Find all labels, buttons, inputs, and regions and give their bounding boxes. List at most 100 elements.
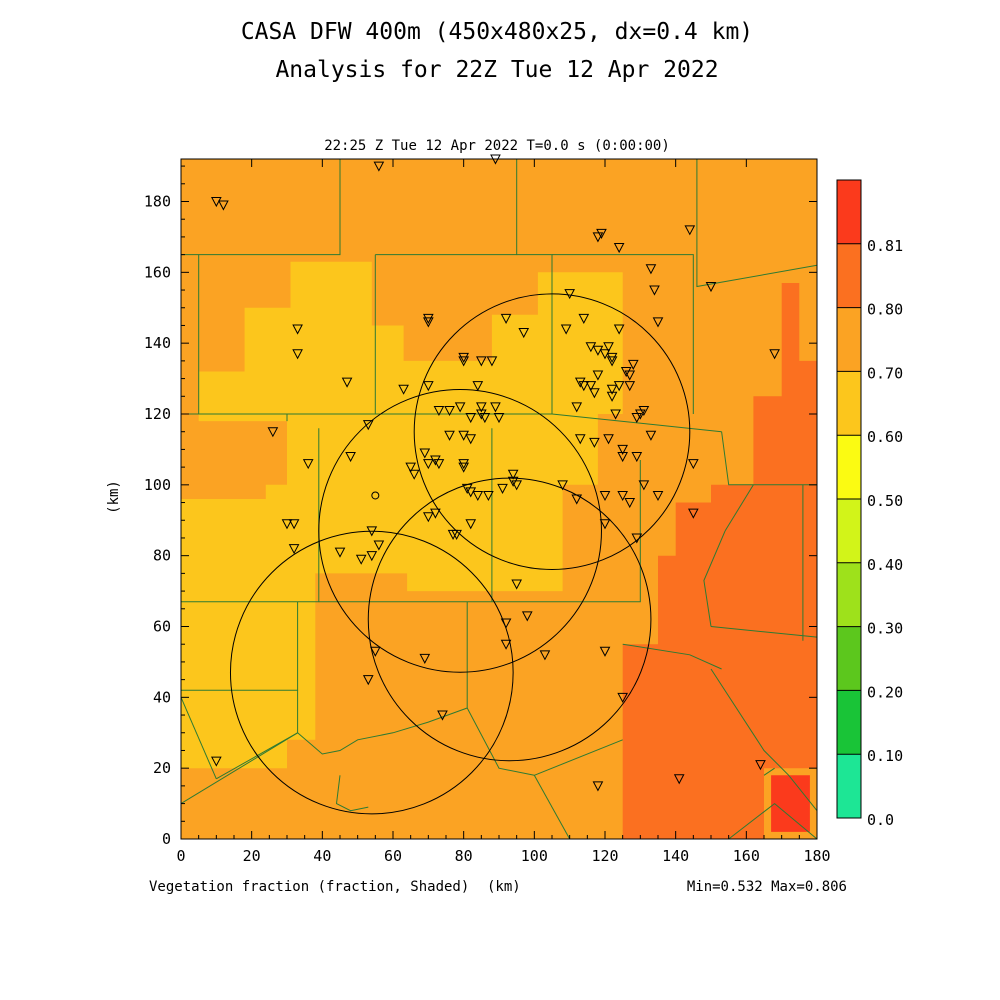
station-marker (472, 381, 484, 392)
station-marker (645, 264, 657, 275)
colorbar-label: 0.20 (867, 683, 903, 701)
y-tick-label: 140 (144, 334, 171, 352)
station-marker (635, 409, 646, 420)
chart-subtitle: Analysis for 22Z Tue 12 Apr 2022 (275, 57, 718, 83)
station-marker (755, 760, 766, 771)
station-marker (423, 313, 434, 324)
station-marker (624, 498, 636, 509)
y-tick-label: 180 (144, 193, 171, 211)
station-marker (649, 285, 660, 296)
station-marker (596, 228, 607, 239)
y-tick-label: 120 (144, 405, 171, 423)
station-marker (486, 356, 498, 367)
county-boundary-30 (335, 775, 369, 812)
station-marker (574, 434, 586, 445)
county-boundary-13 (318, 460, 641, 603)
station-marker (507, 476, 519, 487)
station-marker (688, 459, 699, 470)
station-marker (592, 781, 604, 792)
station-marker (366, 526, 378, 537)
colorbar-swatch (837, 690, 861, 755)
station-marker (539, 650, 551, 661)
station-marker (461, 483, 473, 494)
station-marker (458, 430, 469, 441)
station-marker (211, 197, 222, 208)
colorbar-label: 0.60 (867, 428, 903, 446)
station-marker (592, 232, 604, 243)
station-marker (624, 381, 636, 392)
station-marker (610, 409, 621, 420)
field-label: Vegetation fraction (fraction, Shaded) (149, 879, 469, 895)
station-marker (599, 490, 611, 502)
county-boundary-19 (297, 707, 468, 755)
station-marker (430, 508, 441, 519)
station-marker (585, 381, 597, 392)
station-marker (267, 427, 279, 438)
station-marker (578, 381, 590, 392)
station-marker (511, 579, 522, 590)
station-marker (564, 289, 575, 300)
x-tick-label: 180 (803, 847, 830, 865)
station-marker (483, 490, 494, 502)
station-marker (444, 405, 455, 417)
county-boundary-23 (622, 643, 722, 670)
station-marker (454, 402, 466, 413)
station-marker (370, 646, 381, 657)
station-marker (479, 413, 491, 424)
station-marker (472, 490, 484, 502)
y-tick-label: 80 (153, 547, 171, 565)
station-marker (557, 480, 568, 491)
station-marker (419, 448, 431, 459)
x-tick-label: 140 (662, 847, 689, 865)
station-marker (288, 544, 300, 555)
station-marker (458, 352, 469, 363)
station-marker (497, 483, 508, 494)
station-marker (423, 317, 434, 328)
station-marker (362, 675, 374, 686)
county-boundary-21 (533, 775, 571, 840)
county-boundary-7 (552, 254, 694, 414)
y-axis-label: (km) (106, 480, 122, 514)
county-boundary-8 (696, 159, 818, 288)
county-boundary-26 (724, 484, 754, 532)
county-boundary-11 (721, 431, 817, 486)
station-marker (458, 462, 469, 473)
station-marker (405, 462, 416, 473)
station-marker (423, 512, 434, 523)
colorbar-label: 0.40 (867, 556, 903, 574)
station-marker (617, 452, 628, 463)
chart-title: CASA DFW 400m (450x480x25, dx=0.4 km) (241, 19, 753, 45)
station-marker (419, 653, 431, 664)
station-marker (444, 430, 455, 441)
station-marker (423, 381, 434, 392)
colorbar-swatch (837, 307, 861, 372)
station-marker (688, 508, 699, 519)
station-marker (366, 551, 378, 562)
station-marker (606, 384, 618, 395)
y-tick-label: 160 (144, 263, 171, 281)
shade-region-1 (622, 283, 817, 839)
station-marker (458, 459, 469, 470)
station-marker (606, 391, 618, 402)
station-marker (627, 359, 639, 370)
station-marker (373, 161, 385, 172)
station-marker (500, 313, 512, 324)
range-ring-0 (413, 293, 691, 571)
station-marker (599, 519, 611, 530)
county-boundary-17 (180, 697, 217, 779)
station-marker (769, 349, 780, 360)
station-marker (684, 225, 696, 236)
station-marker (465, 413, 477, 424)
x-tick-label: 100 (521, 847, 548, 865)
x-tick-label: 80 (455, 847, 473, 865)
station-marker (578, 313, 590, 324)
station-marker (624, 370, 636, 381)
station-marker (606, 352, 618, 363)
colorbar-swatch (837, 754, 861, 818)
station-marker (476, 409, 487, 420)
station-marker (620, 367, 632, 378)
min-max-label: Min=0.532 Max=0.806 (687, 879, 847, 895)
station-marker (631, 413, 643, 424)
radar-site-marker (371, 491, 380, 500)
county-boundary-29 (728, 802, 818, 840)
